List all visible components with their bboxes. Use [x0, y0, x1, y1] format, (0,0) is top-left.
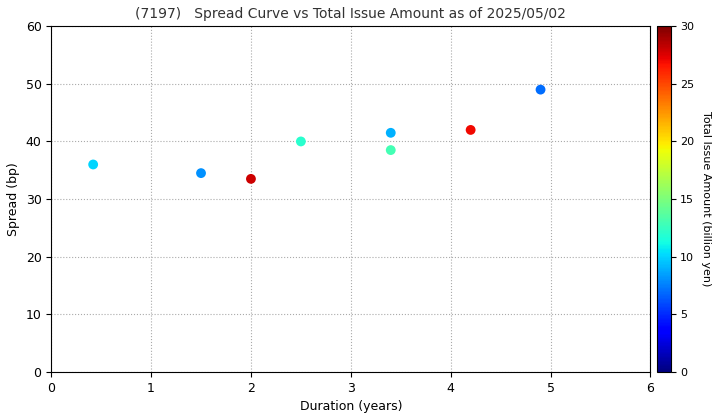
- Title: (7197)   Spread Curve vs Total Issue Amount as of 2025/05/02: (7197) Spread Curve vs Total Issue Amoun…: [135, 7, 566, 21]
- Point: [246, 176, 257, 182]
- Point: [535, 86, 546, 93]
- Point: [465, 126, 477, 133]
- Point: [385, 129, 397, 136]
- Point: [195, 170, 207, 176]
- Point: [385, 147, 397, 153]
- Y-axis label: Spread (bp): Spread (bp): [7, 162, 20, 236]
- X-axis label: Duration (years): Duration (years): [300, 400, 402, 413]
- Y-axis label: Total Issue Amount (billion yen): Total Issue Amount (billion yen): [701, 111, 711, 287]
- Point: [295, 138, 307, 145]
- Point: [87, 161, 99, 168]
